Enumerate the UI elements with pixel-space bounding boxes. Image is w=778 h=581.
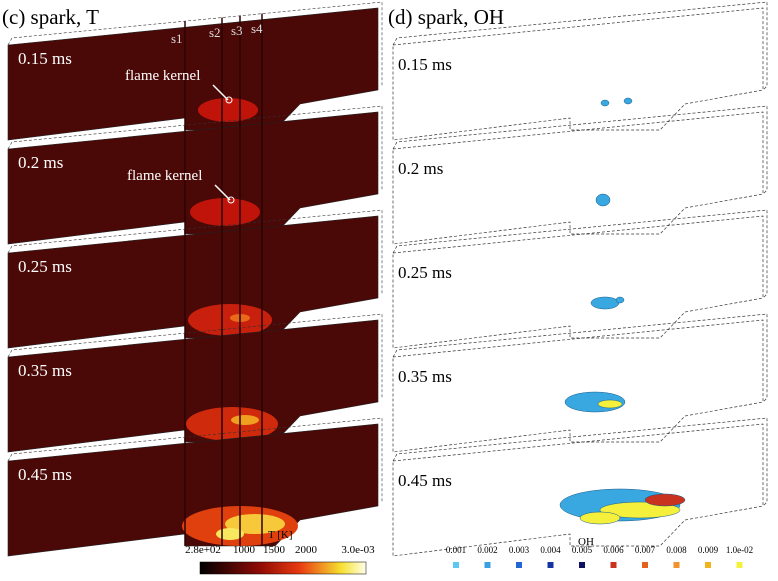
oh-isosurface (615, 296, 625, 304)
legend-swatch (642, 562, 648, 568)
legend-swatch (610, 562, 617, 568)
legend-swatch (516, 562, 522, 568)
colorbar-label: 3.0e-03 (341, 544, 375, 556)
legend-label: 0.007 (635, 545, 656, 555)
flame-region (198, 98, 258, 122)
panel-title: (d) spark, OH (388, 5, 504, 29)
time-label: 0.45 ms (18, 465, 72, 484)
annotation-arrow (214, 184, 231, 201)
legend-label: 0.002 (477, 545, 497, 555)
annotation: flame kernel (125, 68, 200, 84)
probe-label: s3 (231, 23, 243, 38)
domain-edge (392, 209, 768, 299)
time-label: 0.15 ms (18, 49, 72, 68)
domain-outline (392, 215, 764, 349)
legend-label: 0.003 (509, 545, 530, 555)
time-label: 0.2 ms (398, 159, 443, 178)
legend-label: 0.008 (666, 545, 687, 555)
annotation-marker (225, 96, 233, 104)
legend-label: 0.004 (540, 545, 561, 555)
annotation-marker (227, 196, 235, 204)
oh-isosurface (597, 399, 623, 409)
annotation-arrow (212, 84, 229, 101)
flame-region (231, 415, 259, 425)
oh-isosurface (600, 99, 610, 107)
colorbar (199, 561, 367, 575)
domain-edge (392, 313, 768, 403)
legend-swatch (673, 562, 680, 568)
legend-label: 0.009 (698, 545, 719, 555)
domain-edge (7, 105, 383, 190)
time-label: 0.15 ms (398, 55, 452, 74)
time-label: 0.25 ms (18, 257, 72, 276)
oh-isosurface (644, 493, 686, 507)
domain-outline (392, 423, 764, 557)
panel-title: (c) spark, T (2, 5, 99, 29)
legend-swatch (579, 562, 585, 568)
legend-label: 0.006 (603, 545, 624, 555)
domain-outline (392, 319, 764, 453)
domain-edge (392, 105, 768, 195)
colorbar-label: 1000 (233, 544, 256, 556)
oh-label: OH (578, 536, 594, 548)
annotation: flame kernel (127, 168, 202, 184)
flame-region (216, 528, 244, 540)
domain-edge (7, 1, 383, 86)
domain-edge (7, 417, 383, 502)
colorbar-label: 2.8e+02 (185, 544, 221, 556)
oh-isosurface (623, 97, 633, 105)
probe-label: s4 (251, 21, 263, 36)
legend-swatch (484, 562, 491, 568)
oh-isosurface (590, 296, 620, 310)
legend-swatch (736, 562, 743, 568)
legend-label: 1.0e-02 (726, 545, 753, 555)
colorbar-label: 1500 (263, 544, 286, 556)
colorbar-label: 2000 (295, 544, 318, 556)
oh-isosurface (595, 193, 611, 207)
probe-label: s1 (171, 31, 183, 46)
probe-label: s2 (209, 25, 221, 40)
domain-edge (7, 313, 383, 398)
flame-region (188, 304, 272, 336)
colorbar-title: T [K] (268, 529, 293, 541)
time-label: 0.2 ms (18, 153, 63, 172)
legend-label: 0.005 (572, 545, 593, 555)
domain-edge (392, 1, 768, 91)
time-label: 0.35 ms (398, 367, 452, 386)
flame-region (190, 198, 260, 226)
domain-outline (392, 111, 764, 245)
domain-outline (392, 7, 764, 141)
legend-swatch (453, 562, 459, 568)
time-label: 0.25 ms (398, 263, 452, 282)
domain-edge (392, 417, 768, 507)
legend-label: 0.001 (446, 545, 466, 555)
oh-isosurface (579, 511, 621, 525)
time-label: 0.45 ms (398, 471, 452, 490)
flame-region (186, 407, 278, 441)
legend-swatch (547, 562, 554, 568)
domain-edge (7, 209, 383, 294)
time-label: 0.35 ms (18, 361, 72, 380)
legend-swatch (705, 562, 711, 568)
